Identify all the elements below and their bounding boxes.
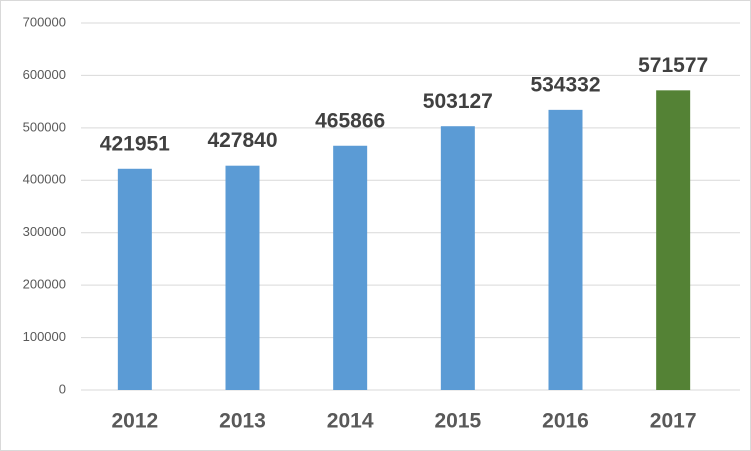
data-label: 421951 bbox=[100, 132, 170, 155]
y-tick-label: 600000 bbox=[23, 67, 66, 82]
bar bbox=[225, 165, 260, 390]
y-tick-label: 200000 bbox=[23, 277, 66, 292]
x-tick-label: 2014 bbox=[327, 410, 374, 433]
bar bbox=[333, 145, 368, 390]
data-label: 534332 bbox=[530, 73, 600, 96]
bar bbox=[548, 109, 583, 391]
x-tick-label: 2016 bbox=[542, 410, 589, 433]
bar bbox=[656, 90, 691, 390]
x-tick-label: 2015 bbox=[434, 410, 481, 433]
x-tick-label: 2013 bbox=[219, 410, 266, 433]
y-tick-label: 0 bbox=[59, 381, 66, 396]
y-tick-label: 700000 bbox=[23, 14, 66, 29]
x-tick-label: 2017 bbox=[650, 410, 697, 433]
bar bbox=[440, 126, 475, 390]
data-label: 427840 bbox=[207, 129, 277, 152]
data-label: 571577 bbox=[638, 54, 708, 77]
data-label: 503127 bbox=[423, 90, 493, 113]
bar bbox=[117, 168, 152, 390]
x-tick-label: 2012 bbox=[111, 410, 158, 433]
y-tick-label: 400000 bbox=[23, 172, 66, 187]
data-label: 465866 bbox=[315, 109, 385, 132]
y-tick-label: 100000 bbox=[23, 329, 66, 344]
y-tick-label: 300000 bbox=[23, 224, 66, 239]
y-tick-label: 500000 bbox=[23, 119, 66, 134]
